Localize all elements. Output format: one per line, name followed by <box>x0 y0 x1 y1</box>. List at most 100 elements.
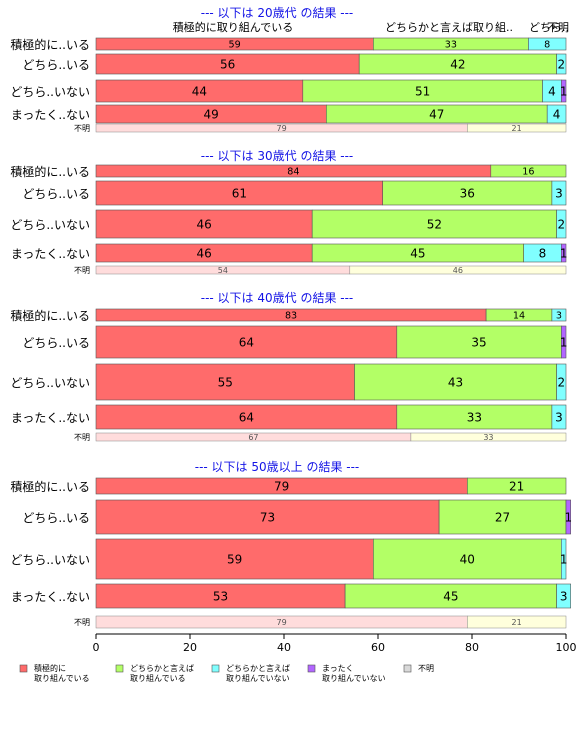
bar-value-label: 59 <box>229 40 241 51</box>
unknown-value-label: 79 <box>277 618 287 627</box>
bar-segment <box>556 53 567 75</box>
bar-value-label: 73 <box>260 511 275 525</box>
bar-value-label: 44 <box>192 85 207 99</box>
unknown-segment <box>467 123 567 133</box>
legend-label-line2: 取り組んでいる <box>130 673 186 683</box>
unknown-value-label: 21 <box>512 618 522 627</box>
bar-value-label: 36 <box>460 187 475 201</box>
bar-segment <box>546 104 567 124</box>
bar-value-label: 16 <box>522 167 534 178</box>
bar-segment <box>556 583 571 609</box>
bar-value-label: 84 <box>287 167 299 178</box>
bar-segment <box>560 243 567 263</box>
bar-value-label: 64 <box>239 336 254 350</box>
unknown-segment <box>349 265 567 275</box>
x-tick-label: 40 <box>277 641 291 654</box>
legend: 積極的に取り組んでいるどちらかと言えば取り組んでいるどちらかと言えば取り組んでい… <box>19 663 434 683</box>
unknown-row-label: 不明 <box>74 618 90 627</box>
bar-value-label: 46 <box>196 247 211 261</box>
bar-value-label: 3 <box>555 411 563 425</box>
bar-value-label: 27 <box>495 511 510 525</box>
bar-segment <box>438 499 567 535</box>
bar-segment <box>95 499 440 535</box>
bar-value-label: 1 <box>565 511 573 525</box>
bar-value-label: 4 <box>553 108 561 122</box>
row-label: まったく..ない <box>11 247 90 261</box>
legend-label-line1: 不明 <box>418 664 434 673</box>
bar-value-label: 56 <box>220 58 235 72</box>
unknown-value-label: 33 <box>483 433 493 442</box>
bar-segment <box>556 363 567 401</box>
row-label: どちら..いない <box>10 553 90 567</box>
bar-value-label: 21 <box>509 480 524 494</box>
bar-segment <box>466 477 567 495</box>
unknown-row-label: 不明 <box>74 124 90 133</box>
bar-value-label: 49 <box>204 108 219 122</box>
bar-value-label: 2 <box>557 376 565 390</box>
legend-label-line1: どちらかと言えば <box>226 663 290 673</box>
bar-value-label: 64 <box>239 411 254 425</box>
unknown-segment <box>467 615 567 629</box>
row-label: どちら..いる <box>22 511 90 525</box>
bar-segment <box>95 325 398 359</box>
row-label: どちら..いない <box>10 218 90 232</box>
legend-label-line1: 積極的に <box>34 663 66 673</box>
legend-entry: 不明 <box>403 664 434 673</box>
unknown-row-label: 不明 <box>74 433 90 442</box>
legend-label-line2: 取り組んでいない <box>322 673 386 683</box>
bar-segment <box>565 499 571 535</box>
row-label: どちら..いる <box>22 58 90 72</box>
top-header-label: 積極的に取り組んでいる <box>173 20 293 34</box>
bar-segment <box>372 538 562 580</box>
panel-title: --- 以下は 40歳代 の結果 --- <box>201 291 354 305</box>
bar-value-label: 3 <box>560 590 568 604</box>
top-headers: 積極的に取り組んでいる どちらかと言えば取り組.. どちら..不明 <box>173 20 569 34</box>
bar-value-label: 83 <box>285 311 297 322</box>
bar-value-label: 8 <box>539 247 547 261</box>
top-header-label: どちら.. <box>529 21 569 34</box>
unknown-row-label: 不明 <box>74 266 90 275</box>
row-label: 積極的に..いる <box>10 308 90 323</box>
bar-segment <box>95 404 398 430</box>
panel-title: --- 以下は 20歳代 の結果 --- <box>201 6 354 20</box>
bar-value-label: 46 <box>196 218 211 232</box>
legend-label-line1: どちらかと言えば <box>130 663 194 673</box>
bar-value-label: 2 <box>557 58 565 72</box>
bar-value-label: 1 <box>560 247 568 261</box>
bar-value-label: 43 <box>448 376 463 390</box>
bar-segment <box>354 363 557 401</box>
bar-segment <box>95 538 374 580</box>
bar-segment <box>551 308 567 322</box>
panel: --- 以下は 20歳代 の結果 --- 積極的に..いる 59 33 8 どちら..いる… <box>10 6 567 133</box>
row-label: どちら..いる <box>22 187 90 201</box>
row-label: どちら..いない <box>10 85 90 99</box>
legend-label-line2: 取り組んでいる <box>34 673 90 683</box>
x-tick-label: 80 <box>465 641 479 654</box>
unknown-value-label: 54 <box>218 266 228 275</box>
bar-value-label: 2 <box>557 218 565 232</box>
bar-segment <box>560 538 567 580</box>
bar-segment <box>95 583 346 609</box>
bar-segment <box>95 363 355 401</box>
bar-segment <box>490 164 567 178</box>
legend-label-line1: まったく <box>322 664 354 673</box>
row-label: 積極的に..いる <box>10 37 90 52</box>
bar-segment <box>344 583 557 609</box>
bar-segment <box>560 79 567 103</box>
bar-value-label: 59 <box>227 553 242 567</box>
bar-value-label: 51 <box>415 85 430 99</box>
row-label: まったく..ない <box>11 590 90 604</box>
row-label: まったく..ない <box>11 411 90 425</box>
row-label: 積極的に..いる <box>10 479 90 494</box>
x-tick-label: 60 <box>371 641 385 654</box>
bar-segment <box>551 404 567 430</box>
panel: --- 以下は 40歳代 の結果 ---積極的に..いる 83 14 3どちら..いる… <box>10 291 567 442</box>
bar-value-label: 35 <box>471 336 486 350</box>
bar-segment <box>396 325 562 359</box>
bar-segment <box>396 404 553 430</box>
panel: --- 以下は 50歳以上 の結果 --- 積極的に..いる 79 21 どちら..いる… <box>10 460 573 629</box>
bar-value-label: 55 <box>218 376 233 390</box>
